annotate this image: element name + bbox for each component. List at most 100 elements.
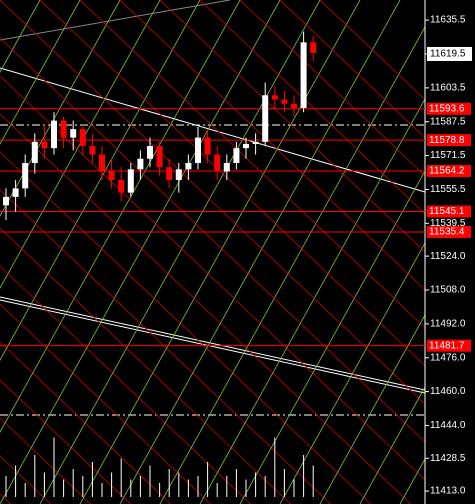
candle-body	[252, 141, 259, 144]
fan-line	[319, 314, 425, 504]
trend-line	[0, 299, 425, 394]
candle-body	[262, 95, 269, 142]
candle-body	[3, 196, 9, 206]
candle-body	[12, 188, 19, 197]
y-tick-label: 11635.5	[430, 15, 466, 26]
fan-line	[0, 113, 411, 504]
candle-body	[214, 154, 221, 172]
fan-line	[279, 0, 425, 139]
level-label: 11535.4	[429, 227, 465, 238]
candle-body	[31, 141, 38, 163]
level-label: 11564.2	[429, 166, 465, 177]
candle-body	[310, 42, 317, 53]
candle-body	[204, 137, 211, 155]
candle-body	[175, 169, 182, 180]
y-tick-label: 11428.5	[430, 453, 466, 464]
fan-line	[39, 0, 321, 504]
fan-line	[319, 0, 425, 101]
candle-body	[185, 162, 192, 170]
y-tick-label: 11413.0	[430, 486, 466, 497]
last-price-bg	[427, 46, 472, 61]
candle-body	[156, 146, 163, 168]
fan-line	[0, 75, 425, 481]
fan-line	[0, 0, 201, 361]
candle-body	[147, 146, 153, 159]
fan-line	[0, 417, 91, 504]
trend-line	[0, 0, 231, 41]
y-tick-label: 11524.0	[430, 251, 466, 262]
fan-line	[159, 0, 425, 253]
candle-body	[51, 120, 57, 149]
fan-line	[0, 341, 171, 504]
fan-line	[39, 0, 425, 367]
fan-line	[279, 242, 425, 504]
candle-body	[233, 148, 240, 163]
candle-body	[281, 99, 288, 104]
candle-body	[89, 146, 96, 155]
level-label-bg	[427, 205, 471, 218]
y-tick-label: 11444.0	[430, 420, 466, 431]
last-price-label: 11619.5	[430, 49, 466, 60]
fan-line	[199, 0, 425, 215]
y-tick-label: 11571.5	[430, 150, 466, 161]
fan-line	[239, 170, 425, 504]
candle-body	[271, 95, 278, 100]
fan-line	[0, 265, 251, 504]
fan-line	[239, 0, 425, 177]
fan-line	[0, 303, 211, 504]
fan-line	[0, 0, 241, 433]
fan-line	[79, 0, 361, 504]
candle-body	[291, 103, 297, 108]
fan-line	[0, 151, 371, 504]
fan-line	[0, 227, 291, 504]
candle-body	[137, 158, 144, 170]
y-tick-label: 11587.5	[430, 116, 466, 127]
level-label: 11593.6	[429, 103, 465, 114]
fan-line	[0, 0, 161, 289]
fan-line	[359, 386, 425, 504]
fan-line	[119, 0, 425, 291]
fan-line	[0, 0, 121, 217]
candle-body	[300, 42, 307, 108]
level-label-bg	[427, 225, 471, 238]
candle-body	[223, 162, 230, 172]
level-label: 11578.8	[429, 135, 465, 146]
fan-line	[79, 0, 425, 329]
fan-line	[0, 0, 281, 504]
fan-line	[0, 379, 131, 504]
candle-body	[79, 129, 86, 147]
candle-body	[243, 143, 249, 149]
y-tick-label: 11539.5	[430, 218, 466, 229]
candle-body	[166, 167, 173, 180]
y-tick-label: 11492.0	[430, 319, 466, 330]
level-label: 11545.1	[429, 206, 465, 217]
fan-line	[119, 0, 401, 504]
candle-body	[195, 137, 201, 163]
level-label-bg	[427, 102, 471, 115]
fan-line	[0, 189, 331, 504]
level-label-bg	[427, 165, 471, 178]
level-label: 11481.7	[429, 340, 465, 351]
y-tick-label: 11476.0	[430, 352, 466, 363]
y-tick-label: 11460.0	[430, 386, 466, 397]
candle-body	[70, 129, 77, 138]
level-label-bg	[427, 339, 471, 352]
level-label-bg	[427, 134, 471, 147]
y-tick-label: 11603.5	[430, 82, 466, 93]
fan-line	[199, 98, 425, 504]
candle-body	[108, 171, 115, 180]
fan-line	[0, 0, 81, 145]
candle-body	[60, 120, 67, 138]
candle-body	[22, 162, 29, 189]
fan-line	[159, 26, 425, 504]
y-tick-label: 11508.0	[430, 285, 466, 296]
y-tick-label: 11555.5	[430, 184, 466, 195]
candle-body	[41, 141, 48, 149]
candle-body	[99, 154, 105, 172]
candle-body	[127, 169, 134, 193]
